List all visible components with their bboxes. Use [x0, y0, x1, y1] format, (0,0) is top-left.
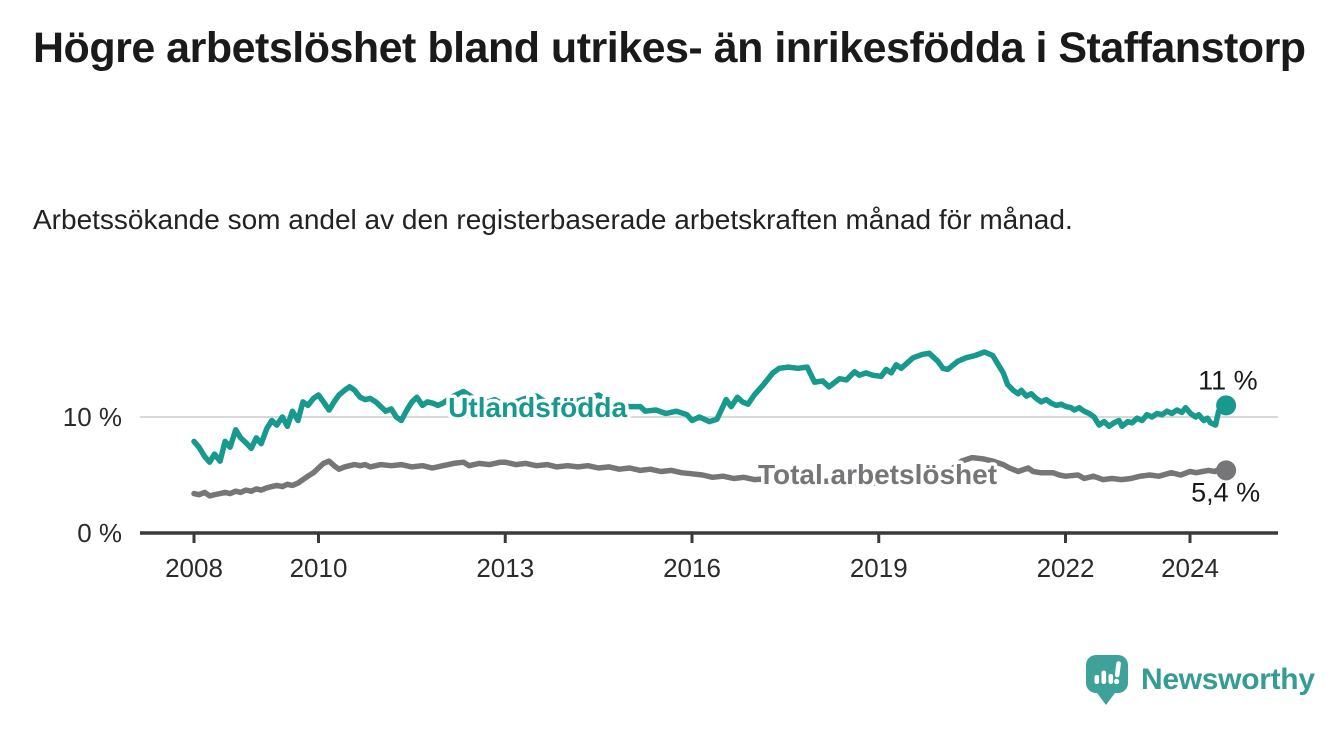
x-tick-label-2016: 2016	[663, 553, 721, 583]
x-tick-label-2008: 2008	[165, 553, 223, 583]
series-end-dot-utlandsf-dda	[1216, 395, 1237, 416]
y-tick-label-0: 0 %	[77, 518, 122, 548]
series-end-value-total-arbetsl-shet: 5,4 %	[1191, 477, 1260, 507]
x-tick-label-2019: 2019	[850, 553, 908, 583]
series-label-utlandsf-dda: Utlandsfödda	[448, 392, 627, 423]
series-line-total-arbetsl-shet	[191, 454, 1229, 499]
newsworthy-bubble-chart-icon	[1086, 655, 1128, 705]
series-end-dot-total-arbetsl-shet	[1216, 460, 1237, 481]
chart-axes	[140, 531, 1278, 543]
series-line-utlandsf-dda	[191, 349, 1229, 465]
x-tick-label-2010: 2010	[290, 553, 348, 583]
chart-subtitle: Arbetssökande som andel av den registerb…	[33, 204, 1073, 235]
series-end-value-utlandsf-dda: 11 %	[1198, 365, 1258, 395]
y-tick-label-10: 10 %	[63, 402, 122, 432]
x-tick-label-2013: 2013	[476, 553, 534, 583]
x-tick-label-2022: 2022	[1037, 553, 1095, 583]
chart-series-lines	[191, 349, 1237, 499]
newsworthy-logo-text: Newsworthy	[1141, 663, 1315, 696]
page-title: Högre arbetslöshet bland utrikes- än inr…	[33, 24, 1306, 72]
x-tick-label-2024: 2024	[1161, 553, 1219, 583]
series-label-total-arbetsl-shet: Total arbetslöshet	[758, 459, 997, 490]
chart-labels: 2008 2010 2013 2016 2019 2022 2024 0 % 10 % Utlan…	[63, 365, 1260, 583]
newsworthy-logo: Newsworthy	[1084, 654, 1315, 706]
